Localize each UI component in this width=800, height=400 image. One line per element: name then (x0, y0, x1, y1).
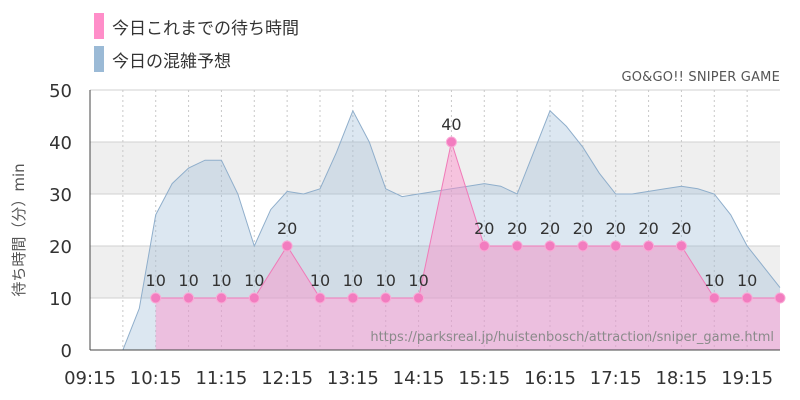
grid-band (90, 142, 780, 194)
wait-data-label: 20 (573, 219, 593, 238)
wait-point (544, 240, 556, 252)
y-tick-label: 20 (49, 237, 72, 258)
wait-data-label: 20 (507, 219, 527, 238)
wait-data-label: 20 (540, 219, 560, 238)
legend-swatch-pink (94, 13, 104, 39)
wait-point (610, 240, 622, 252)
wait-data-label: 10 (178, 271, 198, 290)
x-tick-label: 13:15 (327, 368, 379, 389)
legend-item-wait-so-far: 今日これまでの待ち時間 (94, 13, 299, 39)
chart-subtitle: GO&GO!! SNIPER GAME (621, 70, 780, 85)
wait-point (741, 292, 753, 304)
wait-area (155, 142, 780, 350)
x-tick-label: 16:15 (524, 368, 576, 389)
wait-data-label: 10 (408, 271, 428, 290)
wait-data-label: 10 (244, 271, 264, 290)
y-tick-label: 30 (49, 185, 72, 206)
watermark-url: https://parksreal.jp/huistenbosch/attrac… (370, 330, 774, 345)
wait-data-label: 20 (638, 219, 658, 238)
wait-data-label: 10 (146, 271, 166, 290)
x-tick-label: 17:15 (590, 368, 642, 389)
wait-point (643, 240, 655, 252)
wait-point (150, 292, 162, 304)
y-tick-label: 10 (49, 289, 72, 310)
wait-data-label: 20 (671, 219, 691, 238)
wait-point (511, 240, 523, 252)
x-tick-label: 19:15 (721, 368, 773, 389)
wait-data-label: 40 (441, 115, 461, 134)
x-tick-label: 15:15 (458, 368, 510, 389)
y-tick-label: 0 (61, 341, 72, 362)
y-tick-label: 40 (49, 133, 72, 154)
wait-data-label: 10 (211, 271, 231, 290)
forecast-line (90, 109, 781, 351)
wait-point (413, 292, 425, 304)
wait-data-label: 20 (277, 219, 297, 238)
wait-data-label: 10 (310, 271, 330, 290)
wait-point (445, 136, 457, 148)
wait-point (380, 292, 392, 304)
wait-point (774, 292, 786, 304)
legend-label-forecast: 今日の混雑予想 (112, 51, 231, 72)
legend-swatch-blue (94, 46, 104, 72)
grid-band (90, 246, 780, 298)
wait-point (478, 240, 490, 252)
wait-data-label: 10 (737, 271, 757, 290)
wait-point (183, 292, 195, 304)
x-tick-label: 10:15 (130, 368, 182, 389)
wait-point (281, 240, 293, 252)
wait-data-label: 20 (474, 219, 494, 238)
x-tick-label: 12:15 (261, 368, 313, 389)
legend-label-wait-so-far: 今日これまでの待ち時間 (112, 18, 299, 39)
wait-point (314, 292, 326, 304)
wait-point (248, 292, 260, 304)
x-tick-label: 14:15 (393, 368, 445, 389)
wait-point (215, 292, 227, 304)
wait-data-label: 10 (376, 271, 396, 290)
forecast-area (90, 110, 780, 350)
wait-point (347, 292, 359, 304)
x-tick-label: 11:15 (195, 368, 247, 389)
wait-point (675, 240, 687, 252)
y-axis-label: 待ち時間（分）min (10, 163, 28, 296)
legend-item-forecast: 今日の混雑予想 (94, 46, 231, 72)
wait-point (708, 292, 720, 304)
wait-data-label: 10 (343, 271, 363, 290)
wait-data-label: 20 (606, 219, 626, 238)
x-tick-label: 09:15 (64, 368, 116, 389)
x-tick-label: 18:15 (655, 368, 707, 389)
wait-point (577, 240, 589, 252)
wait-data-label: 10 (704, 271, 724, 290)
y-tick-label: 50 (49, 81, 72, 102)
